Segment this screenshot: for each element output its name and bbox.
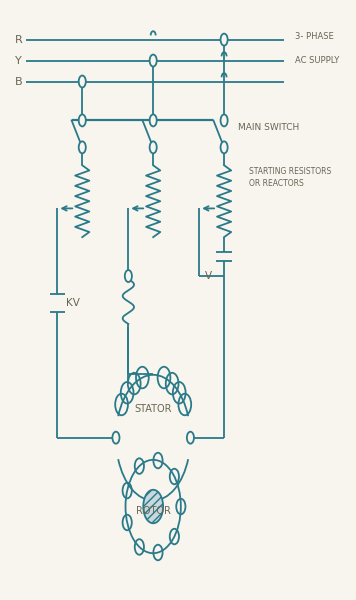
Circle shape: [187, 431, 194, 443]
Text: AC SUPPLY: AC SUPPLY: [295, 56, 339, 65]
Text: B: B: [15, 77, 22, 86]
Text: KV: KV: [66, 298, 80, 308]
Circle shape: [150, 55, 157, 67]
Text: STATOR: STATOR: [135, 404, 172, 414]
Text: Y: Y: [15, 56, 22, 65]
Circle shape: [112, 431, 120, 443]
Circle shape: [221, 34, 227, 46]
Circle shape: [125, 270, 132, 282]
Circle shape: [221, 142, 227, 154]
Text: 3- PHASE: 3- PHASE: [295, 32, 334, 41]
Text: V: V: [205, 271, 212, 281]
Text: MAIN SWITCH: MAIN SWITCH: [238, 124, 299, 133]
Circle shape: [221, 115, 227, 127]
Circle shape: [150, 115, 157, 127]
Text: R: R: [15, 35, 22, 44]
Circle shape: [79, 76, 86, 88]
Circle shape: [143, 490, 163, 523]
Text: ROTOR: ROTOR: [136, 506, 171, 517]
Circle shape: [79, 115, 86, 127]
Circle shape: [79, 142, 86, 154]
Circle shape: [150, 142, 157, 154]
Text: STARTING RESISTORS: STARTING RESISTORS: [249, 167, 331, 176]
Text: OR REACTORS: OR REACTORS: [249, 179, 304, 188]
